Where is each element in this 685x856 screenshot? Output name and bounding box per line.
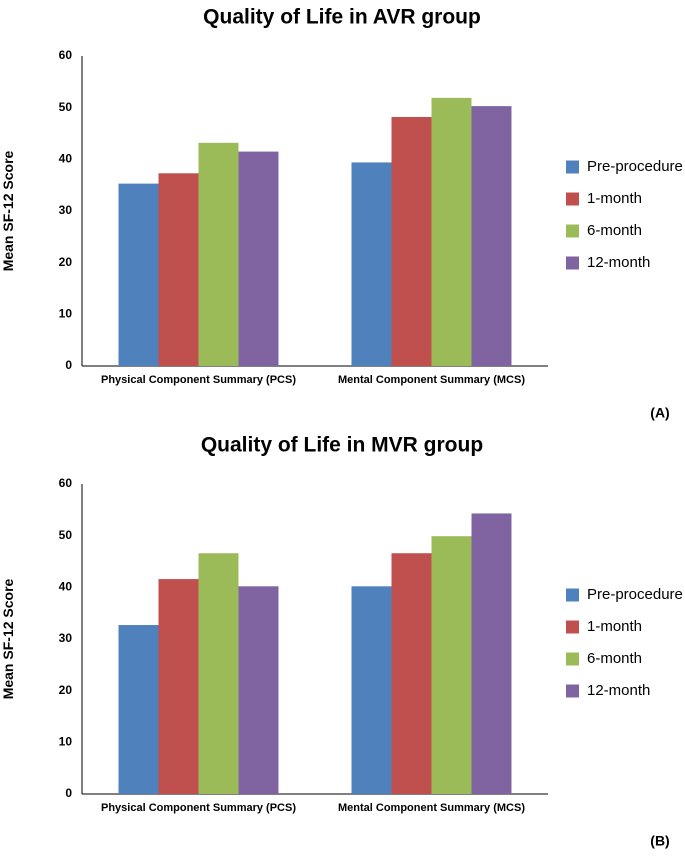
mvr-bar-mcs-6-month <box>431 536 472 794</box>
avr-y-tick-0: 0 <box>65 358 72 372</box>
avr-bar-pcs-1-month <box>158 173 199 366</box>
mvr-legend-swatch-6-month <box>566 652 579 666</box>
mvr-y-axis-label: Mean SF-12 Score <box>0 578 16 699</box>
avr-legend-label-1-month: 1-month <box>587 190 642 207</box>
mvr-title: Quality of Life in MVR group <box>201 434 483 457</box>
mvr-bar-pcs-6-month <box>198 553 239 794</box>
mvr-legend-label-12-month: 12-month <box>587 682 650 699</box>
avr-bar-mcs-12-month <box>471 106 512 366</box>
avr-legend-label-12-month: 12-month <box>587 254 650 271</box>
avr-legend-label-pre-procedure: Pre-procedure <box>587 158 683 175</box>
mvr-y-tick-40: 40 <box>59 580 73 594</box>
mvr-y-tick-20: 20 <box>59 683 73 697</box>
mvr-legend-swatch-1-month <box>566 620 579 634</box>
mvr-legend-label-pre-procedure: Pre-procedure <box>587 586 683 603</box>
avr-title: Quality of Life in AVR group <box>203 6 481 29</box>
avr-legend-swatch-pre-procedure <box>566 160 579 174</box>
avr-y-tick-20: 20 <box>59 255 73 269</box>
chart-a: Quality of Life in AVR group Mean SF-12 S… <box>0 6 683 421</box>
avr-bar-pcs-pre-procedure <box>118 183 159 366</box>
mvr-category-label-pcs: Physical Component Summary (PCS) <box>101 802 296 814</box>
avr-legend-label-6-month: 6-month <box>587 222 642 239</box>
mvr-panel-label: (B) <box>650 833 669 849</box>
mvr-bar-mcs-pre-procedure <box>351 586 392 794</box>
avr-panel-label: (A) <box>650 405 669 421</box>
mvr-legend-label-1-month: 1-month <box>587 618 642 635</box>
mvr-category-label-mcs: Mental Component Summary (MCS) <box>338 802 525 814</box>
avr-bar-mcs-6-month <box>431 97 472 366</box>
mvr-bar-mcs-12-month <box>471 513 512 794</box>
mvr-bar-pcs-12-month <box>238 586 279 794</box>
avr-y-tick-40: 40 <box>59 152 73 166</box>
avr-bar-mcs-pre-procedure <box>351 162 392 366</box>
avr-y-tick-30: 30 <box>59 203 73 217</box>
avr-legend-swatch-1-month <box>566 192 579 206</box>
avr-bar-pcs-12-month <box>238 151 279 366</box>
mvr-y-tick-0: 0 <box>65 786 72 800</box>
avr-y-tick-50: 50 <box>59 100 73 114</box>
chart-b: Quality of Life in MVR group Mean SF-12 S… <box>0 434 683 849</box>
avr-legend-swatch-6-month <box>566 224 579 238</box>
mvr-y-tick-50: 50 <box>59 528 73 542</box>
mvr-y-tick-10: 10 <box>59 735 73 749</box>
avr-bar-pcs-6-month <box>198 142 239 366</box>
mvr-bar-pcs-pre-procedure <box>118 625 159 794</box>
avr-y-axis-label: Mean SF-12 Score <box>0 150 16 271</box>
mvr-legend-swatch-pre-procedure <box>566 588 579 602</box>
avr-category-label-pcs: Physical Component Summary (PCS) <box>101 374 296 386</box>
avr-legend-swatch-12-month <box>566 256 579 270</box>
mvr-y-tick-60: 60 <box>59 476 73 490</box>
avr-y-tick-10: 10 <box>59 307 73 321</box>
mvr-legend-swatch-12-month <box>566 684 579 698</box>
avr-bar-mcs-1-month <box>391 116 432 366</box>
avr-category-label-mcs: Mental Component Summary (MCS) <box>338 374 525 386</box>
mvr-legend-label-6-month: 6-month <box>587 650 642 667</box>
avr-y-tick-60: 60 <box>59 48 73 62</box>
mvr-bar-mcs-1-month <box>391 553 432 794</box>
mvr-bar-pcs-1-month <box>158 579 199 794</box>
mvr-y-tick-30: 30 <box>59 631 73 645</box>
